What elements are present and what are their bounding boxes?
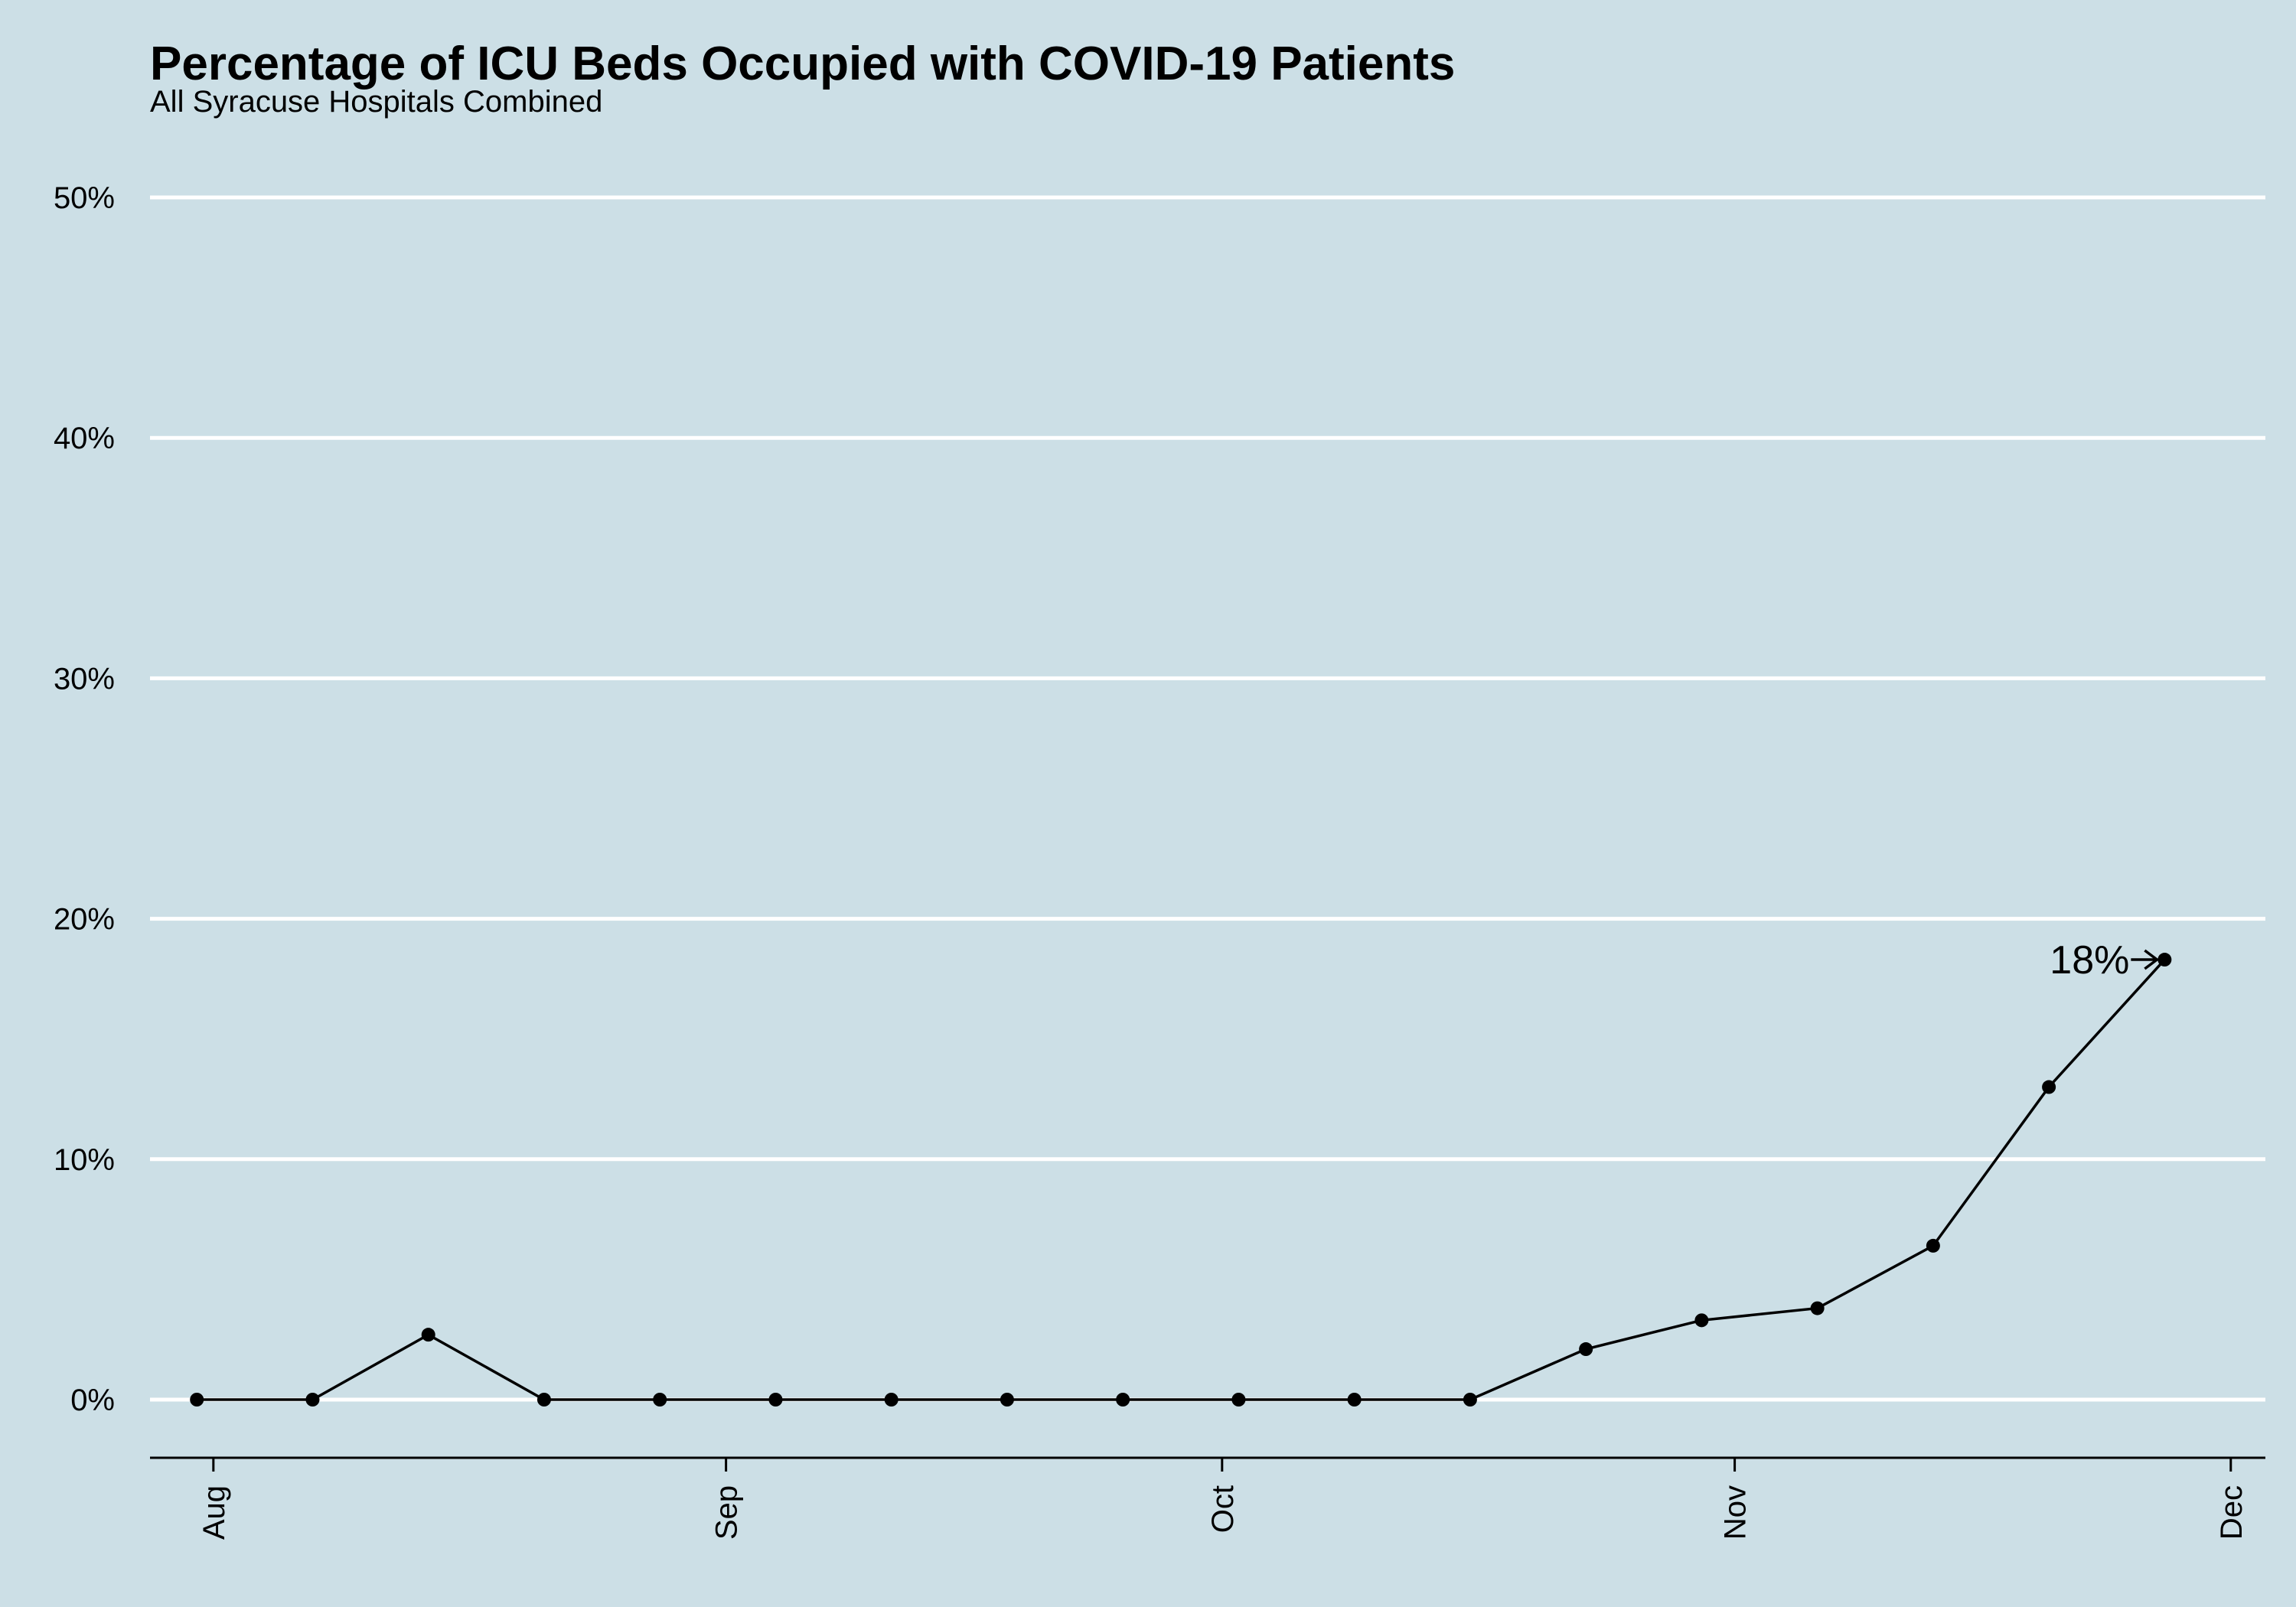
data-point: [1116, 1393, 1130, 1407]
y-tick-label: 0%: [70, 1384, 115, 1417]
data-point: [768, 1393, 783, 1407]
data-point: [1810, 1301, 1825, 1315]
data-point: [1231, 1393, 1246, 1407]
annotation-arrow: [2131, 949, 2160, 970]
data-point: [305, 1393, 320, 1407]
y-axis-tick-labels: 0% 10% 20% 30% 40% 50%: [54, 181, 115, 1417]
data-point: [884, 1393, 899, 1407]
data-point: [1926, 1238, 1940, 1253]
y-tick-label: 40%: [54, 422, 115, 455]
y-tick-label: 10%: [54, 1143, 115, 1177]
y-tick-label: 30%: [54, 662, 115, 696]
data-point: [2157, 953, 2172, 967]
y-tick-label: 20%: [54, 903, 115, 937]
data-point: [1463, 1393, 1477, 1407]
x-tick-label: Oct: [1206, 1485, 1240, 1533]
x-tick-label: Aug: [197, 1485, 231, 1540]
data-point: [536, 1393, 551, 1407]
data-point: [421, 1328, 435, 1342]
data-point: [1694, 1313, 1709, 1328]
data-point: [2042, 1080, 2056, 1094]
data-point: [1579, 1342, 1593, 1357]
data-point: [190, 1393, 204, 1407]
data-points: [190, 953, 2172, 1407]
data-point: [653, 1393, 667, 1407]
gridlines: [150, 195, 2265, 1402]
x-tick-label: Nov: [1719, 1485, 1753, 1540]
x-tick-label: Dec: [2215, 1485, 2249, 1540]
x-tick-label: Sep: [710, 1485, 744, 1540]
chart-title: Percentage of ICU Beds Occupied with COV…: [150, 37, 1455, 90]
y-tick-label: 50%: [54, 181, 115, 215]
data-point: [1000, 1393, 1014, 1407]
series-line: [197, 958, 2166, 1401]
chart-subtitle: All Syracuse Hospitals Combined: [150, 85, 602, 119]
annotation-label: 18%: [2050, 938, 2129, 983]
data-point: [1347, 1393, 1362, 1407]
x-axis: Aug Sep Oct Nov Dec: [197, 1458, 2249, 1540]
last-value-annotation: 18%: [2050, 938, 2160, 983]
